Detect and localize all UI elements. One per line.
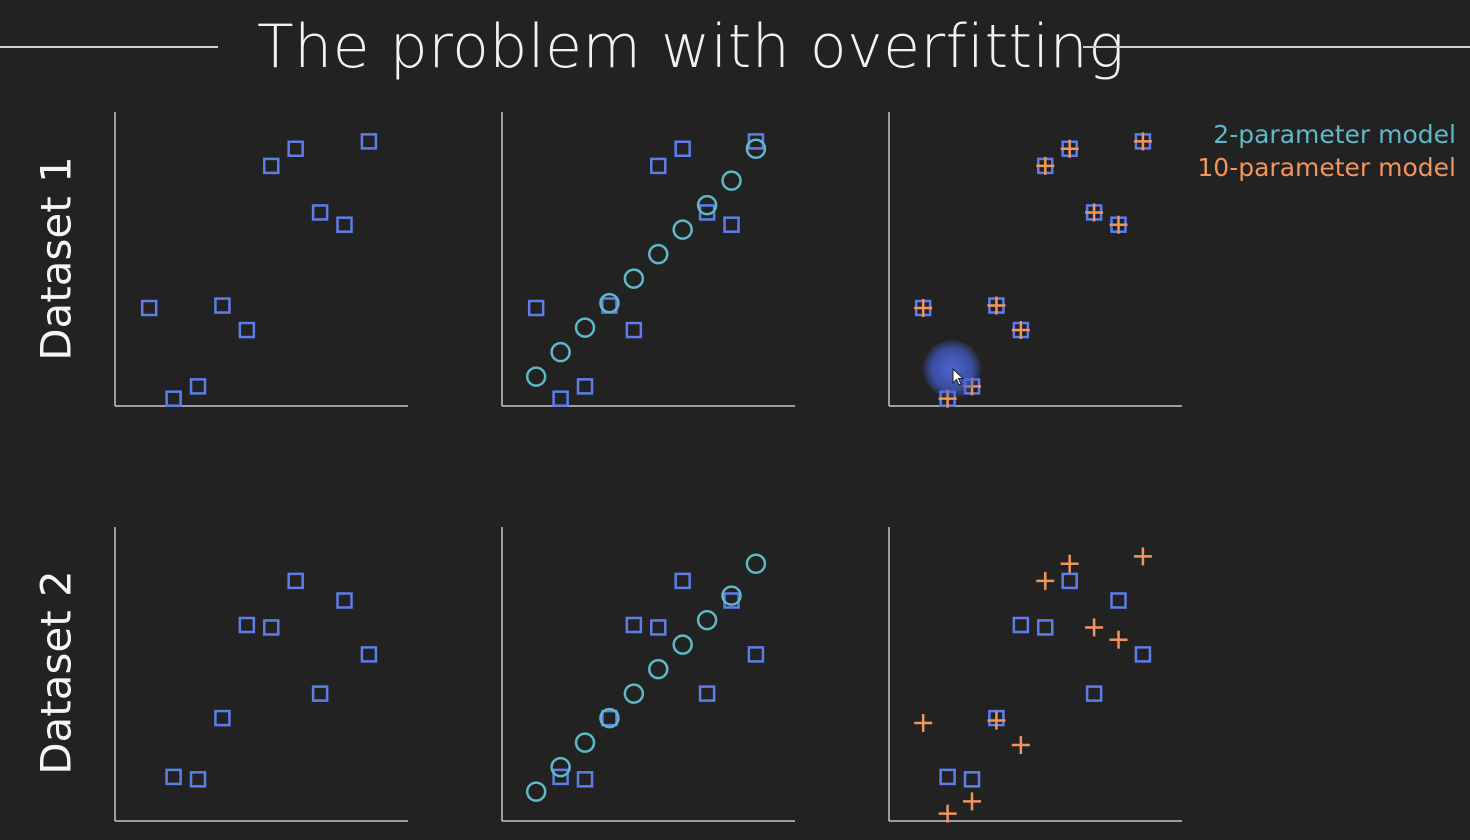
model-point-circle — [696, 609, 718, 631]
model-point-circle — [550, 756, 571, 778]
model-point-plus — [987, 711, 1006, 730]
model-point-circle — [721, 585, 742, 606]
model-point-circle — [648, 658, 669, 680]
model-point-plus — [914, 714, 933, 732]
data-point-square — [189, 771, 207, 788]
data-point-square — [214, 709, 231, 727]
data-point-square — [601, 709, 618, 727]
model-point-plus — [1109, 215, 1128, 234]
model-point-plus — [963, 792, 982, 811]
model-point-plus — [1133, 547, 1152, 566]
model-point-plus — [1011, 321, 1030, 340]
data-point-square — [360, 133, 378, 150]
slide-title: The problem with overfitting — [257, 12, 1125, 82]
data-point-square — [238, 321, 256, 339]
data-point-square — [214, 297, 231, 314]
data-point-square — [576, 378, 594, 395]
legend: 2-parameter model 10-parameter model — [1197, 118, 1456, 184]
data-point-square — [552, 768, 569, 786]
data-point-square — [165, 390, 182, 407]
data-point-square — [1134, 646, 1152, 663]
data-point-square — [963, 771, 981, 788]
model-point-circle — [525, 781, 547, 802]
data-point-square — [336, 592, 353, 609]
scatter-panel — [888, 112, 1182, 408]
scatter-panel — [114, 527, 408, 822]
data-point-square — [287, 572, 304, 590]
data-point-square — [1061, 572, 1078, 590]
model-point-plus — [1133, 132, 1152, 151]
data-point-square — [1085, 685, 1103, 702]
model-point-circle — [648, 243, 669, 265]
legend-entry-10-parameter: 10-parameter model — [1197, 153, 1456, 182]
model-point-plus — [1085, 203, 1104, 222]
model-point-plus — [1036, 156, 1055, 175]
data-point-square — [165, 768, 182, 786]
data-point-square — [1012, 616, 1030, 634]
data-point-square — [140, 299, 158, 317]
data-point-square — [263, 619, 280, 636]
cursor-highlight — [923, 340, 981, 398]
data-point-square — [311, 204, 329, 221]
data-point-square — [287, 140, 304, 157]
model-point-circle — [574, 732, 596, 753]
data-point-square — [1110, 592, 1127, 609]
model-point-circle — [672, 634, 693, 655]
model-point-circle — [599, 707, 620, 729]
model-point-circle — [623, 683, 645, 704]
title-rule-right — [1083, 46, 1470, 48]
model-point-circle — [525, 366, 547, 387]
data-point-square — [674, 140, 691, 157]
model-point-plus — [1060, 139, 1079, 158]
model-point-circle — [550, 341, 571, 363]
data-point-square — [939, 768, 956, 786]
scatter-panel — [114, 112, 408, 407]
model-point-circle — [574, 317, 596, 338]
model-point-circle — [696, 194, 718, 216]
model-point-plus — [914, 299, 933, 317]
data-point-square — [674, 572, 691, 590]
model-point-plus — [1036, 571, 1055, 590]
data-point-square — [238, 616, 256, 634]
model-point-circle — [745, 553, 767, 574]
data-point-square — [360, 646, 378, 663]
model-point-circle — [623, 268, 645, 289]
data-point-square — [336, 216, 353, 233]
data-point-square — [1037, 619, 1054, 636]
model-point-plus — [987, 296, 1006, 315]
mouse-pointer-icon — [952, 368, 965, 386]
model-point-plus — [1109, 630, 1128, 649]
scatter-panel — [888, 527, 1182, 823]
scatter-panel — [501, 112, 795, 407]
data-point-square — [698, 685, 716, 702]
data-point-square — [576, 771, 594, 788]
data-point-square — [263, 157, 280, 175]
data-point-square — [311, 685, 329, 702]
model-point-circle — [672, 219, 693, 240]
model-point-plus — [938, 804, 957, 823]
scatter-panel — [501, 527, 795, 822]
model-point-circle — [721, 170, 742, 191]
title-rule-left — [0, 46, 218, 48]
data-point-square — [625, 321, 643, 339]
data-point-square — [747, 646, 765, 663]
data-point-square — [625, 616, 643, 634]
data-point-square — [527, 299, 545, 317]
data-point-square — [650, 619, 667, 636]
data-point-square — [189, 378, 207, 395]
model-point-plus — [1011, 736, 1030, 755]
model-point-plus — [1085, 618, 1104, 637]
data-point-square — [650, 157, 667, 175]
legend-entry-2-parameter: 2-parameter model — [1213, 120, 1456, 149]
model-point-circle — [599, 292, 620, 314]
data-point-square — [723, 216, 740, 233]
model-point-plus — [1060, 554, 1079, 573]
model-point-circle — [745, 138, 767, 159]
data-point-square — [552, 390, 569, 407]
